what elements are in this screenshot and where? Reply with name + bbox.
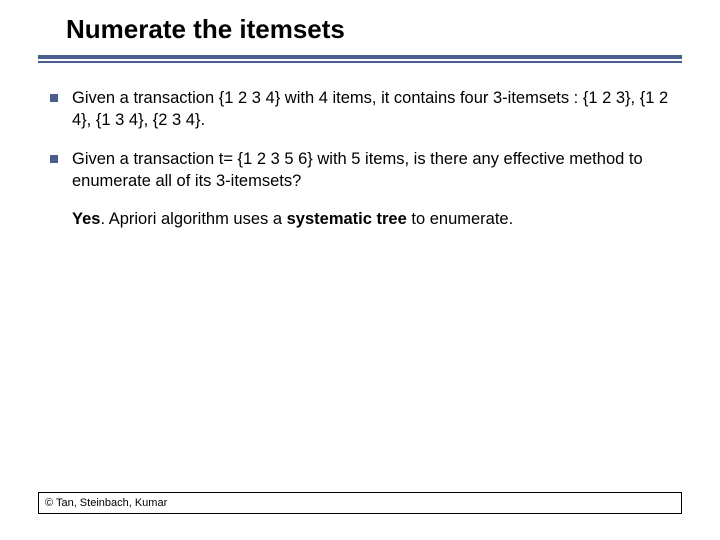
answer-middle: . Apriori algorithm uses a [100,210,286,228]
footer-text: © Tan, Steinbach, Kumar [45,497,675,509]
slide-title: Numerate the itemsets [66,14,720,45]
content-area: Given a transaction {1 2 3 4} with 4 ite… [0,63,720,230]
bullet-text: Given a transaction {1 2 3 4} with 4 ite… [72,87,670,132]
answer-suffix: to enumerate. [407,210,513,228]
answer-inner-bold: systematic tree [287,210,407,228]
footer: © Tan, Steinbach, Kumar [38,492,682,514]
bullet-item: Given a transaction t= {1 2 3 5 6} with … [50,148,670,193]
answer-text: Yes. Apriori algorithm uses a systematic… [72,210,513,228]
bullet-icon [50,94,58,102]
bullet-item: Given a transaction {1 2 3 4} with 4 ite… [50,87,670,132]
answer-block: Yes. Apriori algorithm uses a systematic… [72,208,670,230]
divider-thick [38,55,682,59]
title-divider [38,55,682,63]
answer-prefix-bold: Yes [72,210,100,228]
bullet-icon [50,155,58,163]
bullet-text: Given a transaction t= {1 2 3 5 6} with … [72,148,670,193]
title-area: Numerate the itemsets [0,0,720,51]
